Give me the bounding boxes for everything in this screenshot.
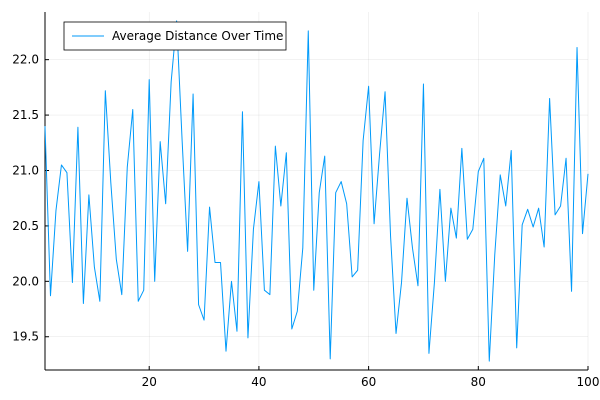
- series-line: [44, 20, 589, 362]
- y-tick-label: 21.0: [12, 163, 39, 177]
- y-tick-label: 22.0: [12, 53, 39, 67]
- axes: [44, 12, 589, 371]
- y-tick-label: 20.5: [12, 219, 39, 233]
- legend: Average Distance Over Time: [63, 21, 287, 51]
- x-tick-label: 80: [471, 375, 486, 389]
- series-lines: [44, 20, 589, 362]
- grid: [45, 12, 589, 370]
- legend-label: Average Distance Over Time: [112, 29, 283, 43]
- x-tick-label: 60: [361, 375, 376, 389]
- y-tick-label: 19.5: [12, 330, 39, 344]
- y-tick-label: 20.0: [12, 274, 39, 288]
- x-tick-label: 100: [577, 375, 600, 389]
- x-tick-label: 40: [251, 375, 266, 389]
- y-tick-label: 21.5: [12, 108, 39, 122]
- x-tick-label: 20: [142, 375, 157, 389]
- tick-labels: 20 40 60 80 100 19.5 20.0 20.5 21.0 21.5 22.0: [12, 53, 599, 389]
